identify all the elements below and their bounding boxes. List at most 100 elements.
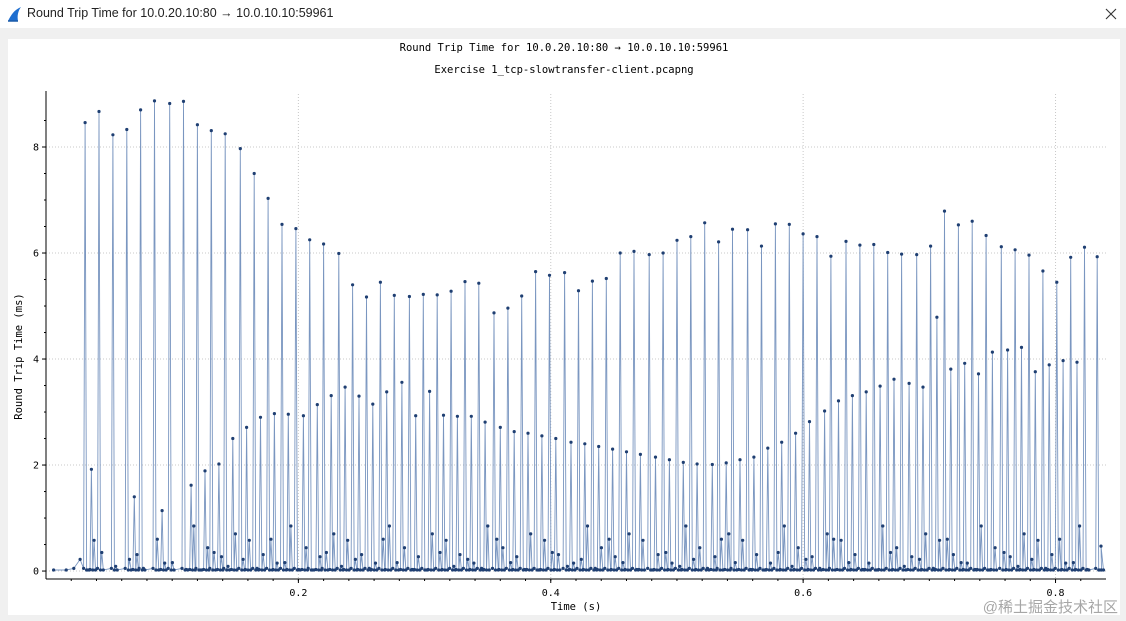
data-point[interactable] [653,455,658,459]
data-point[interactable] [335,566,339,571]
data-point[interactable] [278,566,283,571]
data-point[interactable] [810,555,814,559]
data-point[interactable] [803,568,807,572]
data-point[interactable] [364,295,369,299]
data-point[interactable] [975,567,979,572]
data-point[interactable] [114,564,118,568]
data-point[interactable] [778,567,782,572]
data-point[interactable] [944,568,948,572]
data-point[interactable] [497,567,501,572]
data-point[interactable] [487,568,491,572]
data-point[interactable] [839,538,843,542]
data-point[interactable] [160,509,164,513]
data-point[interactable] [666,567,670,572]
data-point[interactable] [737,567,741,572]
data-point[interactable] [921,385,925,389]
data-point[interactable] [420,566,424,571]
data-point[interactable] [561,566,565,571]
data-point[interactable] [1071,561,1075,565]
data-point[interactable] [1055,280,1059,284]
data-point[interactable] [842,566,847,571]
data-point[interactable] [349,566,353,571]
data-point[interactable] [584,568,588,572]
data-point[interactable] [878,384,882,388]
data-point[interactable] [275,561,279,565]
data-point[interactable] [603,566,607,571]
data-point[interactable] [863,567,867,572]
data-point[interactable] [713,555,717,559]
data-point[interactable] [555,568,559,572]
data-point[interactable] [202,567,206,572]
data-point[interactable] [426,567,430,572]
data-point[interactable] [575,566,579,571]
data-point[interactable] [606,568,610,572]
data-point[interactable] [738,458,742,462]
data-point[interactable] [884,566,888,571]
data-point[interactable] [550,550,554,555]
data-point[interactable] [910,555,914,559]
data-point[interactable] [599,546,604,550]
data-point[interactable] [233,532,237,536]
data-point[interactable] [670,561,674,565]
data-point[interactable] [578,568,582,572]
data-point[interactable] [1013,248,1017,252]
data-point[interactable] [1041,269,1045,273]
data-point[interactable] [563,271,567,275]
data-point[interactable] [151,566,155,571]
data-point[interactable] [215,567,220,572]
data-point[interactable] [1082,245,1087,249]
data-point[interactable] [1025,566,1030,571]
data-point[interactable] [372,568,376,572]
data-point[interactable] [371,402,375,406]
close-button[interactable] [1096,0,1126,28]
data-point[interactable] [1094,566,1098,571]
data-point[interactable] [258,415,263,419]
data-point[interactable] [285,567,289,572]
data-point[interactable] [856,566,861,571]
data-point[interactable] [204,568,208,572]
data-point[interactable] [694,567,698,572]
data-point[interactable] [486,524,490,528]
data-point[interactable] [552,567,557,572]
data-point[interactable] [663,568,667,572]
data-point[interactable] [907,381,911,385]
data-point[interactable] [247,538,251,542]
data-point[interactable] [406,566,410,571]
data-point[interactable] [695,462,699,466]
data-point[interactable] [902,564,906,568]
data-point[interactable] [72,566,76,571]
data-point[interactable] [858,243,862,247]
data-point[interactable] [1015,568,1019,572]
data-point[interactable] [540,434,544,438]
data-point[interactable] [257,567,261,572]
data-point[interactable] [790,564,794,568]
data-point[interactable] [1049,568,1053,572]
data-point[interactable] [832,537,836,541]
data-point[interactable] [673,566,678,571]
data-point[interactable] [729,566,733,571]
data-point[interactable] [245,425,249,429]
data-point[interactable] [618,251,622,255]
data-point[interactable] [1062,568,1067,572]
data-point[interactable] [979,524,983,528]
data-point[interactable] [795,568,799,572]
data-point[interactable] [1030,557,1034,562]
data-point[interactable] [401,568,405,572]
data-point[interactable] [323,568,327,572]
data-point[interactable] [906,567,910,572]
data-point[interactable] [617,566,621,571]
data-point[interactable] [449,289,453,293]
data-point[interactable] [935,315,939,319]
data-point[interactable] [710,462,714,467]
data-point[interactable] [961,567,965,572]
data-point[interactable] [773,222,778,226]
data-point[interactable] [806,567,810,572]
data-point[interactable] [541,568,545,572]
data-point[interactable] [475,566,479,571]
data-point[interactable] [947,567,952,572]
data-point[interactable] [1058,537,1062,541]
data-point[interactable] [726,568,730,572]
data-point[interactable] [838,568,842,572]
data-point[interactable] [689,235,693,239]
data-point[interactable] [415,568,419,572]
